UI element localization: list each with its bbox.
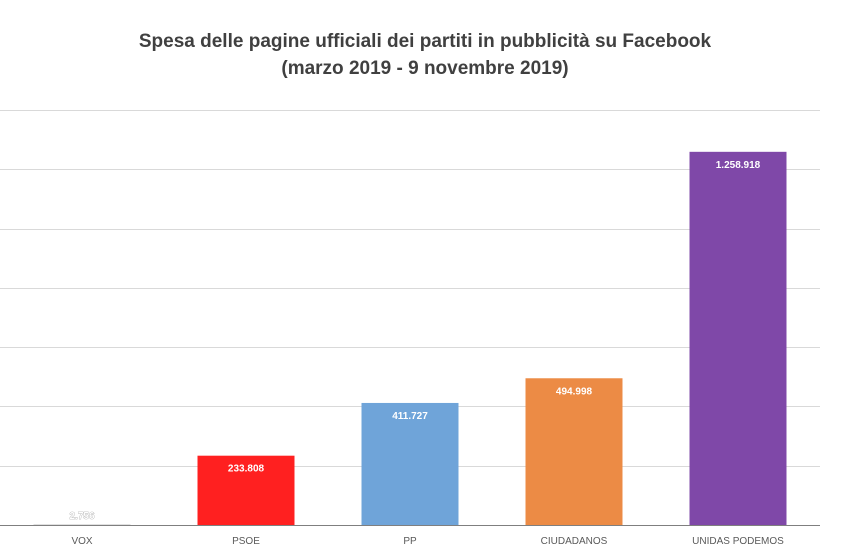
x-tick-label: CIUDADANOS <box>541 536 608 547</box>
x-tick-label: PP <box>403 536 417 547</box>
bar-vox <box>33 524 131 525</box>
x-tick-label: UNIDAS PODEMOS <box>692 536 784 547</box>
chart-subtitle: (marzo 2019 - 9 novembre 2019) <box>281 58 569 79</box>
bar-psoe <box>197 455 295 525</box>
data-label: 1.258.918 <box>716 160 761 171</box>
data-label: 2.756 <box>69 511 94 522</box>
bar-unidas-podemos <box>689 151 787 525</box>
data-label: 411.727 <box>392 411 428 422</box>
x-tick-label: PSOE <box>232 536 260 547</box>
chart-title: Spesa delle pagine ufficiali dei partiti… <box>0 28 850 82</box>
data-label: 233.808 <box>228 464 265 475</box>
bar-ciudadanos <box>525 378 623 525</box>
bar-pp <box>361 402 459 525</box>
data-label: 494.998 <box>556 386 593 397</box>
x-tick-label: VOX <box>71 536 92 547</box>
chart-title-line1: Spesa delle pagine ufficiali dei partiti… <box>138 31 712 52</box>
